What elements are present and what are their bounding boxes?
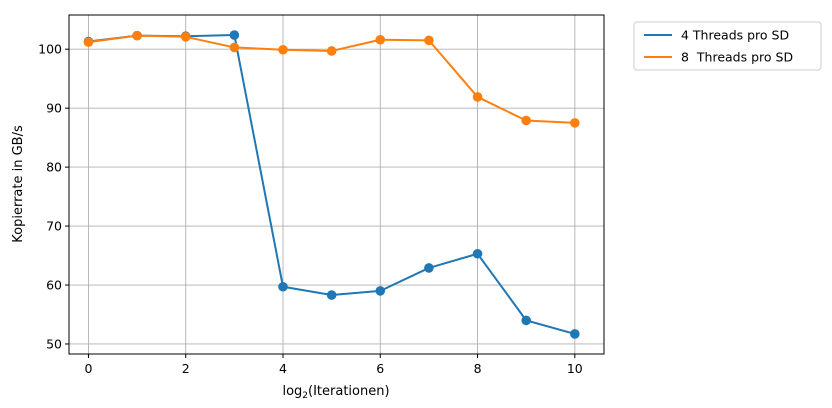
plot-background (69, 15, 604, 354)
series-4-threads-point (229, 30, 240, 40)
series-4-threads-point (326, 290, 337, 300)
series-4-threads-point (375, 286, 386, 296)
plot-frame (68, 14, 605, 355)
y-tick-label: 60 (46, 278, 62, 293)
series-8-threads-point (132, 30, 142, 41)
legend: 4 Threads pro SD 8 Threads pro SD (633, 21, 822, 71)
y-tick-label: 90 (46, 101, 62, 116)
legend-label-4-threads: 4 Threads pro SD (681, 28, 789, 43)
series-4-threads-point (424, 263, 434, 273)
series-8-threads-point (472, 92, 483, 102)
x-tick-label: 8 (474, 361, 482, 376)
series-4-threads-point (278, 281, 288, 292)
series-8-threads-point (570, 118, 580, 128)
legend-frame (633, 21, 822, 71)
series-4-threads-point (570, 329, 580, 339)
series-8-threads-point (375, 34, 386, 45)
x-axis-label-rest: (Iterationen) (308, 384, 390, 399)
series-8-threads-point (83, 37, 94, 47)
y-axis-ticks: 50 60 70 80 90 100 (38, 42, 69, 351)
series-8-threads-point (521, 115, 531, 126)
x-axis-ticks: 0 2 4 6 8 10 (84, 354, 583, 376)
series-layer (83, 30, 580, 339)
y-tick-label: 100 (38, 42, 62, 57)
x-axis-label: log2(Iterationen) (282, 384, 389, 401)
series-8-threads-point (326, 46, 337, 56)
grid-lines (69, 15, 604, 354)
series-8-threads (83, 30, 580, 128)
y-tick-label: 80 (46, 160, 62, 175)
series-4-threads-point (472, 248, 483, 259)
legend-label-8-threads: 8 Threads pro SD (681, 50, 793, 65)
x-tick-label: 10 (567, 361, 583, 376)
series-8-threads-point (180, 32, 191, 42)
series-8-threads-point (278, 44, 288, 55)
series-8-threads-point (424, 35, 434, 46)
series-4-threads-point (521, 315, 531, 326)
x-tick-label: 2 (182, 361, 190, 376)
y-tick-label: 70 (46, 219, 62, 234)
y-tick-label: 50 (46, 336, 62, 351)
x-tick-label: 0 (84, 361, 92, 376)
x-tick-label: 6 (376, 361, 384, 376)
x-tick-label: 4 (279, 361, 287, 376)
x-axis-label-main: log (282, 384, 302, 399)
series-8-threads-point (229, 42, 240, 53)
x-axis-label-subscript: 2 (302, 391, 308, 401)
y-axis-label: Kopierrate in GB/s (11, 125, 26, 243)
